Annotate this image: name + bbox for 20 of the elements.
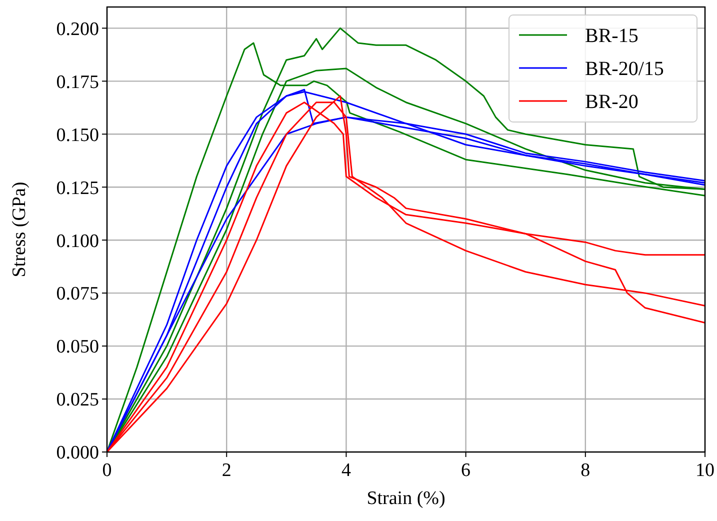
- y-tick-label: 0.175: [56, 72, 99, 93]
- legend-label: BR-20: [585, 91, 638, 113]
- y-tick-label: 0.200: [56, 18, 99, 40]
- x-tick-label: 4: [341, 460, 352, 481]
- legend-label: BR-20/15: [585, 58, 664, 80]
- y-tick-label: 0.100: [56, 230, 99, 252]
- y-axis-title: Stress (GPa): [9, 182, 30, 278]
- y-tick-label: 0.050: [56, 336, 99, 358]
- x-tick-label: 8: [580, 460, 590, 481]
- y-tick-label: 0.150: [56, 124, 99, 146]
- x-tick-label: 2: [222, 460, 232, 481]
- y-tick-label: 0.025: [56, 390, 99, 411]
- x-tick-label: 6: [461, 460, 471, 481]
- y-tick-label: 0.125: [56, 178, 99, 199]
- y-tick-label: 0.075: [56, 284, 99, 305]
- x-tick-label: 0: [102, 460, 112, 481]
- x-tick-label: 10: [696, 460, 714, 481]
- y-tick-label: 0.000: [56, 442, 99, 464]
- x-axis-title: Strain (%): [366, 488, 446, 509]
- legend-label: BR-15: [585, 25, 638, 47]
